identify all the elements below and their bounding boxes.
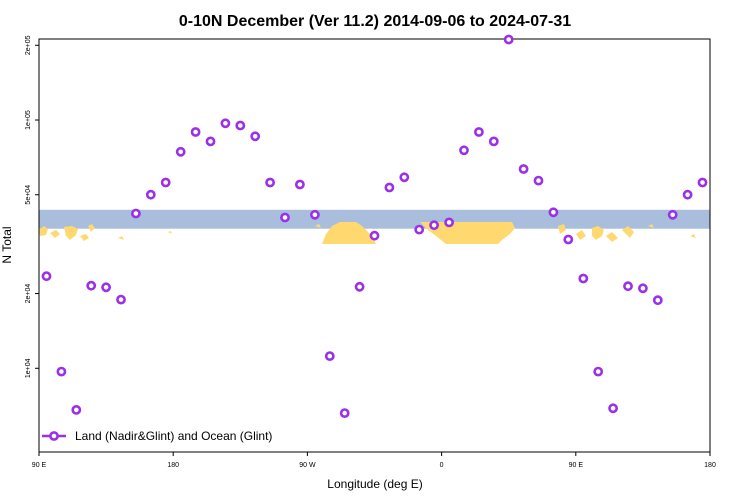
data-point [235, 120, 246, 131]
y-tick-label: 2e+05 [25, 35, 32, 55]
data-point [503, 34, 514, 45]
data-point [101, 282, 111, 293]
data-point [324, 351, 335, 361]
world-map-band [39, 209, 710, 244]
y-tick-label: 5e+04 [25, 185, 32, 205]
data-point [638, 283, 648, 294]
land-south-america [322, 222, 376, 244]
data-point [220, 118, 231, 129]
x-tick-label: 180 [704, 462, 716, 469]
data-point [280, 212, 290, 223]
data-point [265, 177, 275, 188]
data-point [145, 189, 156, 200]
data-point [56, 366, 67, 377]
x-tick-label: 90 E [32, 462, 47, 469]
data-point [652, 295, 663, 306]
data-point [578, 273, 589, 284]
data-point [205, 136, 216, 147]
data-point [116, 294, 126, 305]
x-axis: 90 E 180 90 W 0 90 E 180 [32, 452, 716, 469]
data-point [86, 280, 97, 291]
data-point [473, 127, 484, 137]
data-point [563, 234, 574, 245]
data-point [175, 146, 186, 157]
data-point [682, 189, 693, 200]
data-point [444, 217, 454, 228]
data-point [294, 179, 305, 190]
data-point [71, 404, 82, 415]
data-point [309, 209, 320, 220]
y-tick-label: 1e+05 [25, 110, 32, 130]
y-tick-label: 1e+04 [25, 358, 32, 378]
data-point [548, 207, 559, 218]
data-point [488, 136, 499, 147]
data-point [354, 281, 365, 292]
data-point [399, 172, 410, 183]
data-points [41, 34, 708, 418]
x-tick-label: 90 E [569, 462, 584, 469]
data-point [623, 281, 633, 292]
ocean-band [39, 209, 710, 229]
x-tick-label: 0 [440, 462, 444, 469]
data-point [533, 175, 544, 186]
data-point [459, 145, 469, 156]
x-axis-label: Longitude (deg E) [327, 477, 422, 491]
data-point [667, 209, 678, 220]
data-point [41, 271, 52, 282]
legend-label: Land (Nadir&Glint) and Ocean (Glint) [75, 429, 272, 443]
y-tick-label: 2e+04 [25, 284, 32, 304]
land-africa [420, 222, 515, 244]
data-point [369, 230, 380, 241]
legend-marker [49, 431, 59, 441]
data-point [339, 408, 350, 418]
data-point [518, 164, 529, 174]
y-axis-label: N Total [0, 226, 14, 263]
data-point [429, 220, 439, 231]
x-tick-label: 180 [167, 462, 179, 469]
data-point [384, 182, 395, 193]
legend: Land (Nadir&Glint) and Ocean (Glint) [42, 429, 272, 443]
plot-frame [38, 38, 711, 453]
data-point [160, 177, 171, 188]
land-indonesia-right [558, 224, 696, 242]
data-point [250, 131, 261, 142]
data-point [608, 403, 618, 414]
chart-title: 0-10N December (Ver 11.2) 2014-09-06 to … [179, 13, 571, 30]
y-axis: 1e+04 2e+04 5e+04 1e+05 2e+05 [25, 35, 39, 378]
data-point [593, 366, 604, 377]
data-point [414, 224, 425, 235]
data-point [130, 208, 141, 219]
land-indonesia-left [39, 224, 95, 241]
x-tick-label: 90 W [299, 462, 316, 469]
data-point [190, 127, 201, 137]
data-point [697, 177, 708, 188]
